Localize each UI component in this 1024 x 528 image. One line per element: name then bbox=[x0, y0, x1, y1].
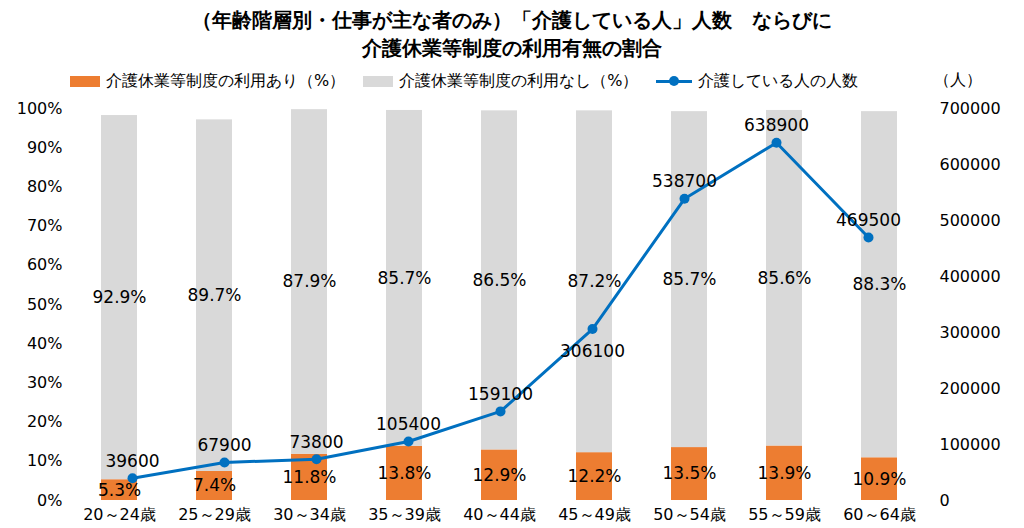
html-text:（年齢階層別・仕事が主な者のみ）「介護している人」人数 なら: （年齢階層別・仕事が主な者のみ）「介護している人」人数 ならびに 介護休業等制度… bbox=[192, 8, 832, 60]
svg-text:105400: 105400 bbox=[376, 414, 441, 434]
svg-text:11.8%: 11.8% bbox=[282, 467, 336, 487]
svg-text:20%: 20% bbox=[27, 412, 63, 431]
svg-text:538700: 538700 bbox=[652, 171, 717, 191]
svg-text:85.7%: 85.7% bbox=[377, 268, 431, 288]
svg-text:88.3%: 88.3% bbox=[852, 274, 906, 294]
svg-text:80%: 80% bbox=[27, 177, 63, 196]
svg-text:85.7%: 85.7% bbox=[662, 269, 716, 289]
svg-text:100000: 100000 bbox=[940, 435, 1001, 454]
svg-text:60～64歳: 60～64歳 bbox=[843, 505, 916, 524]
svg-text:300000: 300000 bbox=[940, 323, 1001, 342]
svg-text:400000: 400000 bbox=[940, 267, 1001, 286]
svg-text:7.4%: 7.4% bbox=[193, 475, 236, 495]
svg-text:70%: 70% bbox=[27, 216, 63, 235]
html-text:介護休業等制度の利用あり（%）: 介護休業等制度の利用あり（%） bbox=[106, 70, 346, 90]
svg-text:50～54歳: 50～54歳 bbox=[653, 505, 726, 524]
svg-text:5.3%: 5.3% bbox=[97, 479, 142, 500]
svg-text:55～59歳: 55～59歳 bbox=[748, 505, 821, 524]
html-text:介護休業等制度の利用なし（%）: 介護休業等制度の利用なし（%） bbox=[399, 70, 639, 90]
svg-text:40～44歳: 40～44歳 bbox=[463, 505, 536, 524]
svg-text:87.2%: 87.2% bbox=[567, 271, 621, 291]
svg-text:100%: 100% bbox=[17, 99, 63, 118]
svg-text:600000: 600000 bbox=[940, 155, 1001, 174]
svg-text:159100: 159100 bbox=[468, 384, 533, 404]
svg-text:0%: 0% bbox=[37, 491, 62, 510]
svg-text:10%: 10% bbox=[27, 451, 63, 470]
svg-text:12.9%: 12.9% bbox=[472, 465, 526, 485]
svg-text:306100: 306100 bbox=[560, 341, 625, 361]
svg-text:40%: 40% bbox=[27, 334, 63, 353]
svg-text:500000: 500000 bbox=[940, 211, 1001, 230]
svg-text:50%: 50% bbox=[27, 295, 63, 314]
svg-text:638900: 638900 bbox=[744, 115, 809, 135]
svg-text:92.9%: 92.9% bbox=[92, 287, 146, 307]
svg-text:39600: 39600 bbox=[105, 451, 159, 471]
svg-text:20～24歳: 20～24歳 bbox=[83, 505, 156, 524]
svg-text:45～49歳: 45～49歳 bbox=[558, 505, 631, 524]
html-text:介護している人の人数: 介護している人の人数 bbox=[698, 70, 859, 90]
svg-text:12.2%: 12.2% bbox=[567, 466, 621, 486]
svg-text:13.8%: 13.8% bbox=[377, 463, 431, 483]
svg-text:73800: 73800 bbox=[289, 432, 343, 452]
svg-text:13.5%: 13.5% bbox=[662, 463, 716, 483]
svg-text:469500: 469500 bbox=[836, 210, 901, 230]
svg-text:200000: 200000 bbox=[940, 379, 1001, 398]
svg-text:89.7%: 89.7% bbox=[187, 285, 241, 305]
svg-text:0: 0 bbox=[940, 491, 950, 510]
svg-text:30～34歳: 30～34歳 bbox=[273, 505, 346, 524]
svg-text:10.9%: 10.9% bbox=[852, 469, 906, 489]
html-text:（人）: （人） bbox=[934, 70, 982, 89]
svg-text:86.5%: 86.5% bbox=[472, 270, 526, 290]
svg-text:67900: 67900 bbox=[197, 435, 251, 455]
svg-text:87.9%: 87.9% bbox=[282, 271, 336, 291]
svg-text:35～39歳: 35～39歳 bbox=[368, 505, 441, 524]
svg-text:60%: 60% bbox=[27, 255, 63, 274]
svg-text:25～29歳: 25～29歳 bbox=[178, 505, 251, 524]
svg-text:700000: 700000 bbox=[940, 99, 1001, 118]
svg-text:85.6%: 85.6% bbox=[757, 268, 811, 288]
svg-text:90%: 90% bbox=[27, 138, 63, 157]
svg-text:30%: 30% bbox=[27, 373, 63, 392]
svg-text:13.9%: 13.9% bbox=[757, 463, 811, 483]
